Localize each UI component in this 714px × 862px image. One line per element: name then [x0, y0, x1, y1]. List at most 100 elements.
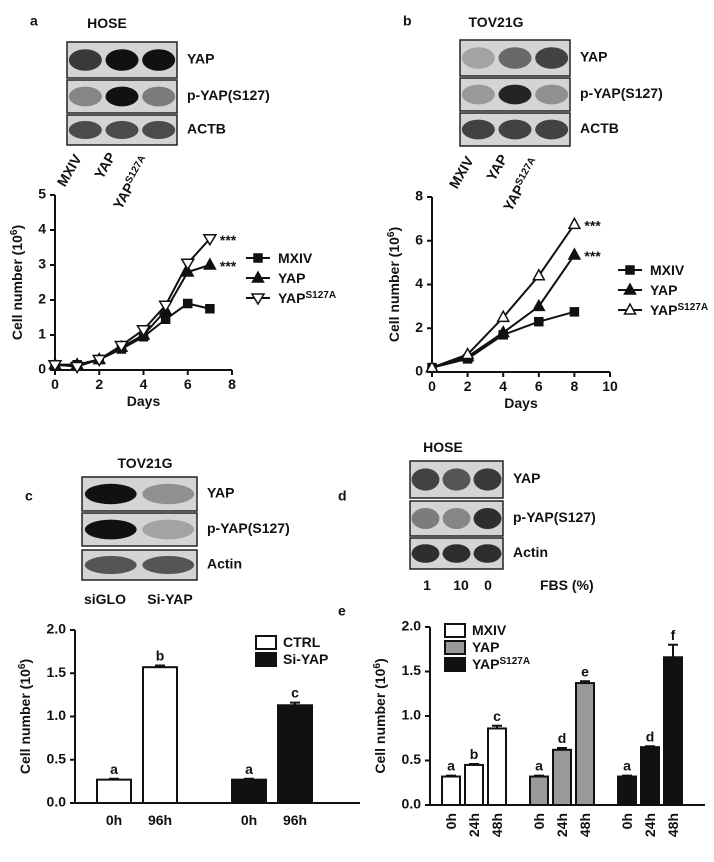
annotation: *** — [220, 232, 237, 248]
blot-band — [142, 556, 195, 574]
y-tick-label: 1.0 — [47, 707, 67, 723]
legend-label-main: YAP — [278, 270, 306, 286]
blot-row-label: p-YAP(S127) — [207, 520, 290, 536]
blot-title: HOSE — [423, 439, 463, 455]
legend-marker — [251, 270, 265, 283]
data-point — [534, 316, 544, 327]
error-bar — [446, 774, 456, 777]
x-tick-label: 4 — [140, 376, 148, 392]
data-point — [183, 298, 193, 309]
bar — [529, 775, 549, 807]
blot-band — [461, 84, 495, 105]
legend-label: YAPS127A — [472, 656, 530, 673]
blot-title: TOV21G — [469, 14, 524, 30]
x-tick-label: 0 — [51, 376, 59, 392]
blot-row-label: Actin — [207, 556, 242, 572]
annotation: f — [671, 627, 676, 643]
annotation: a — [623, 758, 631, 774]
y-tick-label: 2 — [415, 319, 423, 335]
annotation: a — [447, 758, 455, 774]
blot-lane-label-main: 1 — [423, 577, 431, 593]
data-point — [567, 216, 582, 230]
y-tick-label: 1.5 — [402, 662, 422, 678]
blot-row-label: YAP — [513, 470, 541, 486]
legend-label-main: YAP — [472, 639, 500, 655]
legend-label: YAP — [650, 282, 678, 298]
blot-band — [411, 544, 440, 563]
data-point — [202, 234, 218, 247]
y-tick-label: 6 — [415, 231, 423, 247]
blot-band — [473, 544, 502, 563]
blot-band — [84, 556, 137, 574]
blot-band — [535, 84, 569, 105]
y-tick-label: 0.5 — [402, 751, 422, 767]
legend-label: YAPS127A — [278, 290, 336, 307]
y-tick-label: 4 — [38, 221, 46, 237]
legend-swatch — [444, 640, 466, 655]
x-tick-label: 8 — [571, 378, 579, 394]
panel-label: c — [25, 488, 33, 504]
legend-label: MXIV — [650, 262, 685, 278]
error-bar — [622, 774, 632, 777]
bar — [487, 727, 507, 807]
legend-label: YAP — [472, 639, 500, 655]
x-tick-label: 0h — [619, 813, 635, 829]
data-point — [203, 257, 217, 270]
annotation: a — [245, 761, 253, 777]
y-axis-label-main: Cell number (10 — [372, 668, 388, 773]
y-axis-label: Cell number (106) — [386, 227, 403, 342]
annotation: d — [646, 728, 655, 744]
blot-lane-label: YAP — [91, 150, 119, 182]
blot-lane-label-main: YAP — [110, 180, 138, 212]
legend-label: MXIV — [472, 622, 507, 638]
blot-band — [142, 86, 176, 107]
y-tick-label: 0.5 — [47, 750, 67, 766]
y-tick-label: 0.0 — [402, 796, 422, 812]
annotation: c — [493, 708, 501, 724]
data-point — [532, 298, 546, 312]
blot-lane-label: MXIV — [54, 151, 85, 189]
y-axis-label-sup: 6 — [9, 229, 20, 235]
x-axis-label: Days — [127, 393, 161, 409]
blot-lane-title: FBS (%) — [540, 577, 594, 593]
data-point — [496, 309, 510, 323]
blot-band — [535, 47, 569, 69]
y-tick-label: 3 — [38, 256, 46, 272]
blot-band — [535, 119, 569, 140]
blot-lane-label: 0 — [484, 577, 492, 593]
y-tick-label: 0 — [415, 363, 423, 379]
data-point — [180, 258, 196, 271]
y-tick-label: 8 — [415, 188, 423, 204]
panel-label: e — [338, 603, 346, 619]
blot-band — [442, 508, 471, 529]
error-bar — [668, 643, 678, 658]
panel-label: a — [30, 13, 38, 29]
data-point — [567, 247, 582, 260]
y-axis-label-main: Cell number (10 — [386, 237, 402, 342]
blot-row-label: YAP — [580, 49, 608, 65]
data-point — [158, 300, 173, 313]
legend-label-sup: S127A — [306, 290, 337, 301]
legend-swatch — [255, 652, 277, 667]
y-axis-label-tail: ) — [386, 227, 402, 232]
data-point — [69, 361, 85, 374]
legend-label-main: YAP — [650, 302, 678, 318]
y-tick-label: 4 — [415, 275, 423, 291]
y-tick-label: 2.0 — [47, 621, 67, 637]
blot-lane-label-main: siGLO — [84, 591, 126, 607]
panel-label: b — [403, 13, 412, 29]
x-tick-label: 0h — [241, 812, 257, 828]
x-tick-label: 2 — [95, 376, 103, 392]
legend-label-main: MXIV — [472, 622, 507, 638]
error-bar — [155, 664, 165, 668]
legend-label-main: MXIV — [278, 250, 313, 266]
blot-lane-label: 10 — [453, 577, 469, 593]
data-point — [180, 264, 195, 277]
blot-row-label: Actin — [513, 544, 548, 560]
blot-row-label: p-YAP(S127) — [513, 509, 596, 525]
blot-band — [411, 508, 440, 529]
bar — [441, 775, 461, 807]
data-point — [47, 360, 63, 373]
blot-lane-label-main: 0 — [484, 577, 492, 593]
blot-band — [142, 483, 195, 505]
